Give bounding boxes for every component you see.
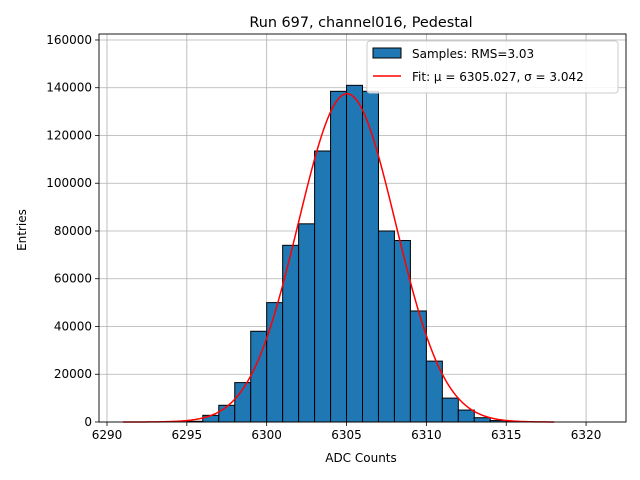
- fit-curve: [122, 92, 555, 423]
- histogram-bar: [266, 302, 284, 423]
- legend-samples-label: Samples: RMS=3.03: [412, 47, 534, 61]
- histogram-bar: [362, 90, 379, 423]
- x-axis-label: ADC Counts: [325, 451, 397, 465]
- legend-fit-label: Fit: μ = 6305.027, σ = 3.042: [412, 70, 584, 84]
- y-tick-label: 20000: [54, 367, 92, 381]
- axes: 6290 6295 6300 6305 6310 6315 6320 0 20000 40000 6…: [46, 33, 601, 442]
- y-tick-label: 40000: [54, 319, 92, 333]
- y-tick-label: 100000: [46, 176, 92, 190]
- histogram-bar: [377, 230, 395, 423]
- plot-frame: [98, 33, 627, 423]
- fit-curve-layer: [122, 92, 555, 423]
- x-tick-label: 6290: [92, 428, 123, 442]
- histogram-bar: [218, 404, 236, 423]
- y-axis-label: Entries: [15, 209, 29, 251]
- legend: Samples: RMS=3.03 Fit: μ = 6305.027, σ =…: [366, 40, 619, 94]
- y-tick-label: 160000: [46, 33, 92, 47]
- histogram-bar: [314, 150, 332, 423]
- x-tick-label: 6295: [172, 428, 203, 442]
- histogram-bar: [473, 417, 491, 423]
- histogram-bar: [346, 84, 364, 423]
- x-tick-label: 6310: [411, 428, 442, 442]
- histogram-bar: [393, 240, 411, 423]
- y-tick-label: 80000: [54, 224, 92, 238]
- legend-box: [366, 40, 619, 94]
- histogram-bar: [330, 90, 348, 423]
- histogram-bar: [282, 244, 300, 423]
- x-tick-label: 6315: [491, 428, 522, 442]
- x-tick-label: 6305: [331, 428, 362, 442]
- histogram-bar: [298, 223, 316, 423]
- chart-title: Run 697, channel016, Pedestal: [249, 15, 472, 31]
- histogram-bar: [457, 409, 475, 423]
- x-tick-label: 6300: [251, 428, 282, 442]
- y-tick-label: 140000: [46, 81, 92, 95]
- histogram-bar: [441, 397, 459, 423]
- legend-samples-swatch: [372, 47, 402, 59]
- y-tick-label: 60000: [54, 272, 92, 286]
- y-tick-label: 120000: [46, 128, 92, 142]
- y-tick-label: 0: [84, 415, 92, 429]
- x-tick-label: 6320: [571, 428, 602, 442]
